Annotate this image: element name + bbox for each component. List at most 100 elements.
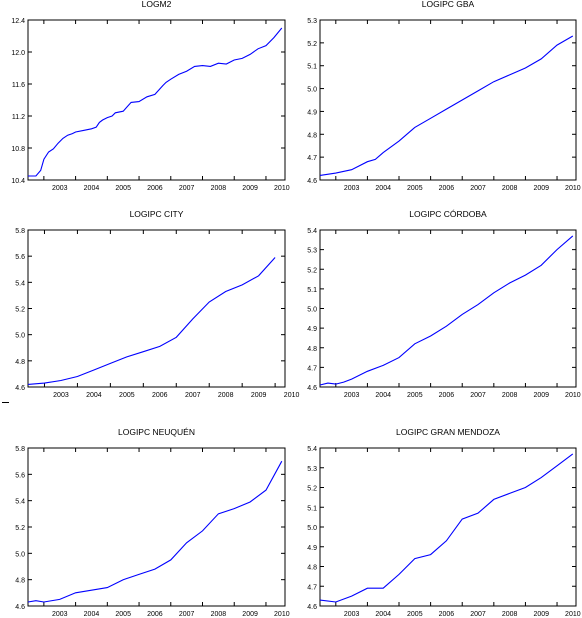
chart-title: LOGM2 bbox=[142, 0, 172, 9]
chart-title: LOGIPC GRAN MENDOZA bbox=[396, 427, 500, 437]
x-tick-label: 2010 bbox=[565, 611, 581, 618]
y-tick-label: 5.3 bbox=[307, 466, 317, 473]
y-tick-label: 4.9 bbox=[307, 545, 317, 552]
plot-frame bbox=[319, 447, 577, 607]
y-tick-label: 12.0 bbox=[11, 50, 25, 57]
x-tick-label: 2009 bbox=[242, 185, 258, 192]
chart-title: LOGIPC GBA bbox=[422, 0, 475, 9]
x-tick-label: 2006 bbox=[147, 185, 163, 192]
y-tick-label: 5.0 bbox=[307, 525, 317, 532]
chart-panel-6: LOGIPC GRAN MENDOZA 4.6 4.7 4.8 4.9 5.0 5.1 5.2… bbox=[307, 427, 580, 618]
y-tick-label: 5.4 bbox=[307, 446, 317, 453]
y-tick-label: 5.0 bbox=[307, 307, 317, 314]
x-tick-label: 2007 bbox=[470, 611, 486, 618]
x-tick-label: 2010 bbox=[284, 392, 300, 399]
series-line bbox=[319, 453, 574, 603]
y-tick-label: 5.2 bbox=[15, 525, 25, 532]
x-tick-label: 2008 bbox=[502, 611, 518, 618]
y-tick-label: 5.2 bbox=[307, 41, 317, 48]
y-tick-label: 4.8 bbox=[307, 346, 317, 353]
plot-frame bbox=[27, 447, 286, 607]
y-tick-label: 5.0 bbox=[15, 333, 25, 340]
y-tick-label: 10.8 bbox=[11, 146, 25, 153]
x-tick-label: 2004 bbox=[375, 392, 391, 399]
x-tick-label: 2004 bbox=[375, 611, 391, 618]
series-line bbox=[28, 27, 283, 177]
x-tick-label: 2003 bbox=[344, 392, 360, 399]
stray-dash-mark bbox=[2, 402, 9, 403]
y-tick-label: 5.2 bbox=[307, 267, 317, 274]
y-tick-label: 5.4 bbox=[307, 228, 317, 235]
series-line bbox=[27, 257, 276, 385]
y-tick-label: 10.4 bbox=[11, 178, 25, 185]
x-tick-label: 2006 bbox=[439, 392, 455, 399]
x-tick-label: 2007 bbox=[185, 392, 201, 399]
x-tick-label: 2005 bbox=[115, 185, 131, 192]
x-tick-label: 2004 bbox=[375, 185, 391, 192]
chart-panel-3: LOGIPC CITY 4.6 4.8 5.0 5.2 5.4 5.6 5.8 2003 2004… bbox=[15, 209, 299, 399]
x-tick-label: 2003 bbox=[53, 392, 69, 399]
chart-title: LOGIPC CÓRDOBA bbox=[409, 209, 487, 219]
series-line bbox=[27, 460, 283, 603]
x-tick-label: 2008 bbox=[502, 392, 518, 399]
y-tick-label: 5.8 bbox=[15, 446, 25, 453]
y-tick-label: 4.8 bbox=[307, 565, 317, 572]
plot-frame bbox=[319, 229, 577, 388]
x-tick-label: 2006 bbox=[147, 611, 163, 618]
y-tick-label: 11.6 bbox=[12, 82, 25, 89]
x-tick-label: 2008 bbox=[502, 185, 518, 192]
y-tick-label: 5.0 bbox=[15, 551, 25, 558]
y-tick-label: 5.4 bbox=[15, 499, 25, 506]
y-tick-label: 12.4 bbox=[11, 18, 25, 25]
plot-frame bbox=[27, 229, 286, 388]
y-tick-label: 4.8 bbox=[307, 132, 317, 139]
y-tick-label: 4.6 bbox=[307, 604, 317, 611]
x-tick-label: 2008 bbox=[211, 185, 227, 192]
y-tick-label: 4.9 bbox=[307, 109, 317, 116]
x-tick-label: 2009 bbox=[533, 185, 549, 192]
y-tick-label: 4.6 bbox=[307, 385, 317, 392]
x-tick-label: 2006 bbox=[439, 611, 455, 618]
y-tick-label: 5.8 bbox=[15, 228, 25, 235]
series-line bbox=[319, 35, 574, 176]
series-line bbox=[319, 235, 574, 386]
chart-title: LOGIPC NEUQUÉN bbox=[118, 427, 195, 437]
y-tick-label: 5.2 bbox=[15, 307, 25, 314]
x-tick-label: 2008 bbox=[211, 611, 227, 618]
y-tick-label: 4.7 bbox=[307, 584, 317, 591]
x-tick-label: 2010 bbox=[565, 185, 581, 192]
x-tick-label: 2005 bbox=[119, 392, 135, 399]
x-tick-label: 2005 bbox=[115, 611, 131, 618]
plot-frame bbox=[27, 19, 286, 181]
x-tick-label: 2008 bbox=[218, 392, 234, 399]
x-tick-label: 2003 bbox=[344, 185, 360, 192]
y-tick-label: 5.6 bbox=[15, 472, 25, 479]
y-tick-label: 4.6 bbox=[15, 604, 25, 611]
y-tick-label: 4.8 bbox=[15, 578, 25, 585]
y-tick-label: 5.4 bbox=[15, 280, 25, 287]
x-tick-label: 2005 bbox=[407, 611, 423, 618]
x-tick-label: 2003 bbox=[344, 611, 360, 618]
chart-panel-1: LOGM2 10.4 10.8 11.2 11.6 12.0 12.4 2003 2004 200… bbox=[11, 0, 289, 192]
y-tick-label: 5.6 bbox=[15, 254, 25, 261]
x-tick-label: 2006 bbox=[439, 185, 455, 192]
y-tick-label: 11.2 bbox=[12, 114, 25, 121]
y-tick-label: 4.7 bbox=[307, 365, 317, 372]
x-tick-label: 2009 bbox=[251, 392, 267, 399]
x-tick-label: 2004 bbox=[84, 185, 100, 192]
y-tick-label: 4.6 bbox=[307, 178, 317, 185]
x-tick-label: 2010 bbox=[274, 611, 290, 618]
y-tick-label: 5.2 bbox=[307, 486, 317, 493]
x-tick-label: 2009 bbox=[533, 392, 549, 399]
y-tick-label: 4.8 bbox=[15, 359, 25, 366]
x-tick-label: 2009 bbox=[242, 611, 258, 618]
chart-panel-4: LOGIPC CÓRDOBA 4.6 4.7 4.8 4.9 5.0 5.1 5.2 5.3 5.… bbox=[307, 209, 580, 399]
x-tick-label: 2007 bbox=[179, 185, 195, 192]
chart-title: LOGIPC CITY bbox=[130, 209, 184, 219]
x-tick-label: 2006 bbox=[152, 392, 168, 399]
y-tick-label: 4.9 bbox=[307, 326, 317, 333]
x-tick-label: 2010 bbox=[565, 392, 581, 399]
x-tick-label: 2003 bbox=[52, 185, 68, 192]
x-tick-label: 2009 bbox=[533, 611, 549, 618]
